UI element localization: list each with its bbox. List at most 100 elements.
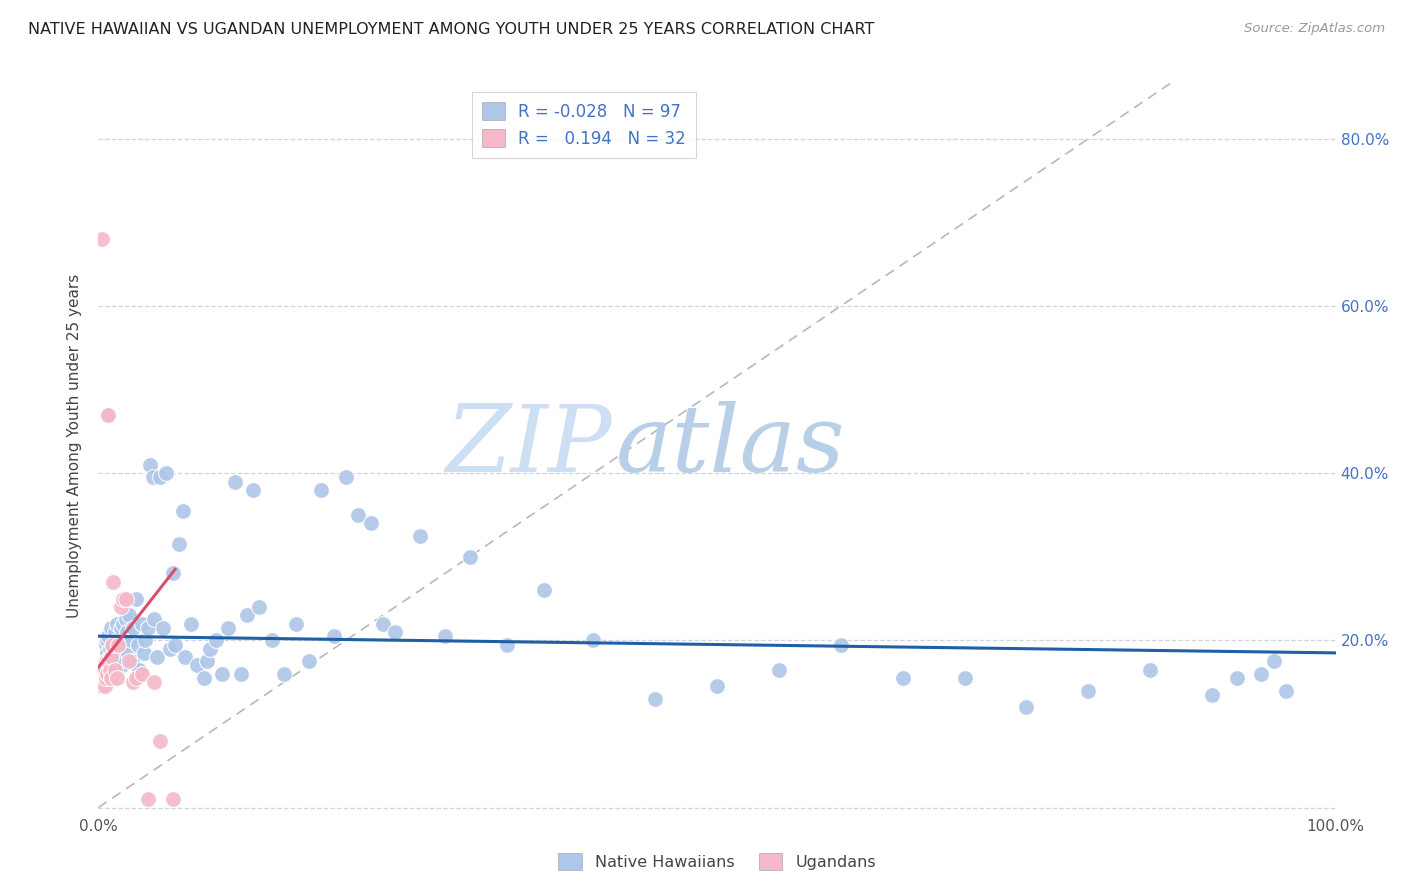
Point <box>91 666 114 681</box>
Point <box>97 654 120 668</box>
Point <box>124 671 146 685</box>
Point <box>273 666 295 681</box>
Point <box>136 792 159 806</box>
Point <box>198 641 221 656</box>
Point <box>111 658 134 673</box>
Point <box>105 616 128 631</box>
Point <box>1077 683 1099 698</box>
Point <box>114 591 136 606</box>
Point <box>101 638 124 652</box>
Point <box>90 679 112 693</box>
Point <box>112 638 135 652</box>
Point <box>1275 683 1298 698</box>
Point <box>131 666 153 681</box>
Point <box>495 638 517 652</box>
Point <box>174 650 197 665</box>
Point <box>103 638 125 652</box>
Point <box>165 638 187 652</box>
Point <box>195 654 218 668</box>
Point <box>1015 700 1038 714</box>
Point <box>94 654 117 668</box>
Point <box>100 650 122 665</box>
Point <box>118 654 141 668</box>
Point <box>114 612 136 626</box>
Point <box>94 654 117 668</box>
Point <box>186 658 208 673</box>
Point <box>91 671 114 685</box>
Point <box>100 652 122 666</box>
Point <box>891 671 914 685</box>
Point <box>94 671 117 685</box>
Point <box>644 691 666 706</box>
Point <box>155 466 177 480</box>
Point <box>224 475 246 489</box>
Text: Source: ZipAtlas.com: Source: ZipAtlas.com <box>1244 22 1385 36</box>
Point <box>96 408 118 422</box>
Point <box>768 663 790 677</box>
Point <box>103 574 125 589</box>
Point <box>93 666 115 681</box>
Point <box>131 616 153 631</box>
Text: ZIP: ZIP <box>446 401 612 491</box>
Point <box>98 663 121 677</box>
Point <box>142 470 165 484</box>
Point <box>98 641 121 656</box>
Point <box>93 663 115 677</box>
Text: atlas: atlas <box>616 401 845 491</box>
Point <box>108 638 131 652</box>
Point <box>167 537 190 551</box>
Point <box>105 671 128 685</box>
Point <box>97 658 120 673</box>
Point <box>582 633 605 648</box>
Point <box>384 625 406 640</box>
Point <box>309 483 332 497</box>
Point <box>96 633 118 648</box>
Point <box>90 671 112 685</box>
Point <box>122 621 145 635</box>
Point <box>105 633 128 648</box>
Point <box>122 675 145 690</box>
Point <box>139 458 162 472</box>
Point <box>180 616 202 631</box>
Point <box>93 679 115 693</box>
Point <box>112 616 135 631</box>
Point <box>136 621 159 635</box>
Point <box>260 633 283 648</box>
Point <box>217 621 239 635</box>
Point <box>93 663 115 677</box>
Y-axis label: Unemployment Among Youth under 25 years: Unemployment Among Youth under 25 years <box>67 274 83 618</box>
Point <box>229 666 252 681</box>
Point <box>143 675 166 690</box>
Point <box>128 663 150 677</box>
Point <box>322 629 344 643</box>
Point <box>124 591 146 606</box>
Point <box>211 666 233 681</box>
Point <box>247 599 270 614</box>
Point <box>103 663 125 677</box>
Point <box>110 599 132 614</box>
Point <box>298 654 321 668</box>
Point <box>162 792 184 806</box>
Point <box>347 508 370 522</box>
Text: NATIVE HAWAIIAN VS UGANDAN UNEMPLOYMENT AMONG YOUTH UNDER 25 YEARS CORRELATION C: NATIVE HAWAIIAN VS UGANDAN UNEMPLOYMENT … <box>28 22 875 37</box>
Point <box>159 641 181 656</box>
Point <box>127 638 149 652</box>
Point <box>117 646 139 660</box>
Point <box>1139 663 1161 677</box>
Point <box>134 646 156 660</box>
Point <box>110 621 132 635</box>
Point <box>1201 688 1223 702</box>
Point <box>1263 654 1285 668</box>
Point <box>143 612 166 626</box>
Point <box>360 516 382 531</box>
Point <box>118 608 141 623</box>
Point <box>205 633 228 648</box>
Point <box>115 625 138 640</box>
Point <box>1250 666 1272 681</box>
Point <box>96 666 118 681</box>
Point <box>134 633 156 648</box>
Point <box>409 529 432 543</box>
Point <box>830 638 852 652</box>
Point <box>533 583 555 598</box>
Legend: Native Hawaiians, Ugandans: Native Hawaiians, Ugandans <box>551 847 883 877</box>
